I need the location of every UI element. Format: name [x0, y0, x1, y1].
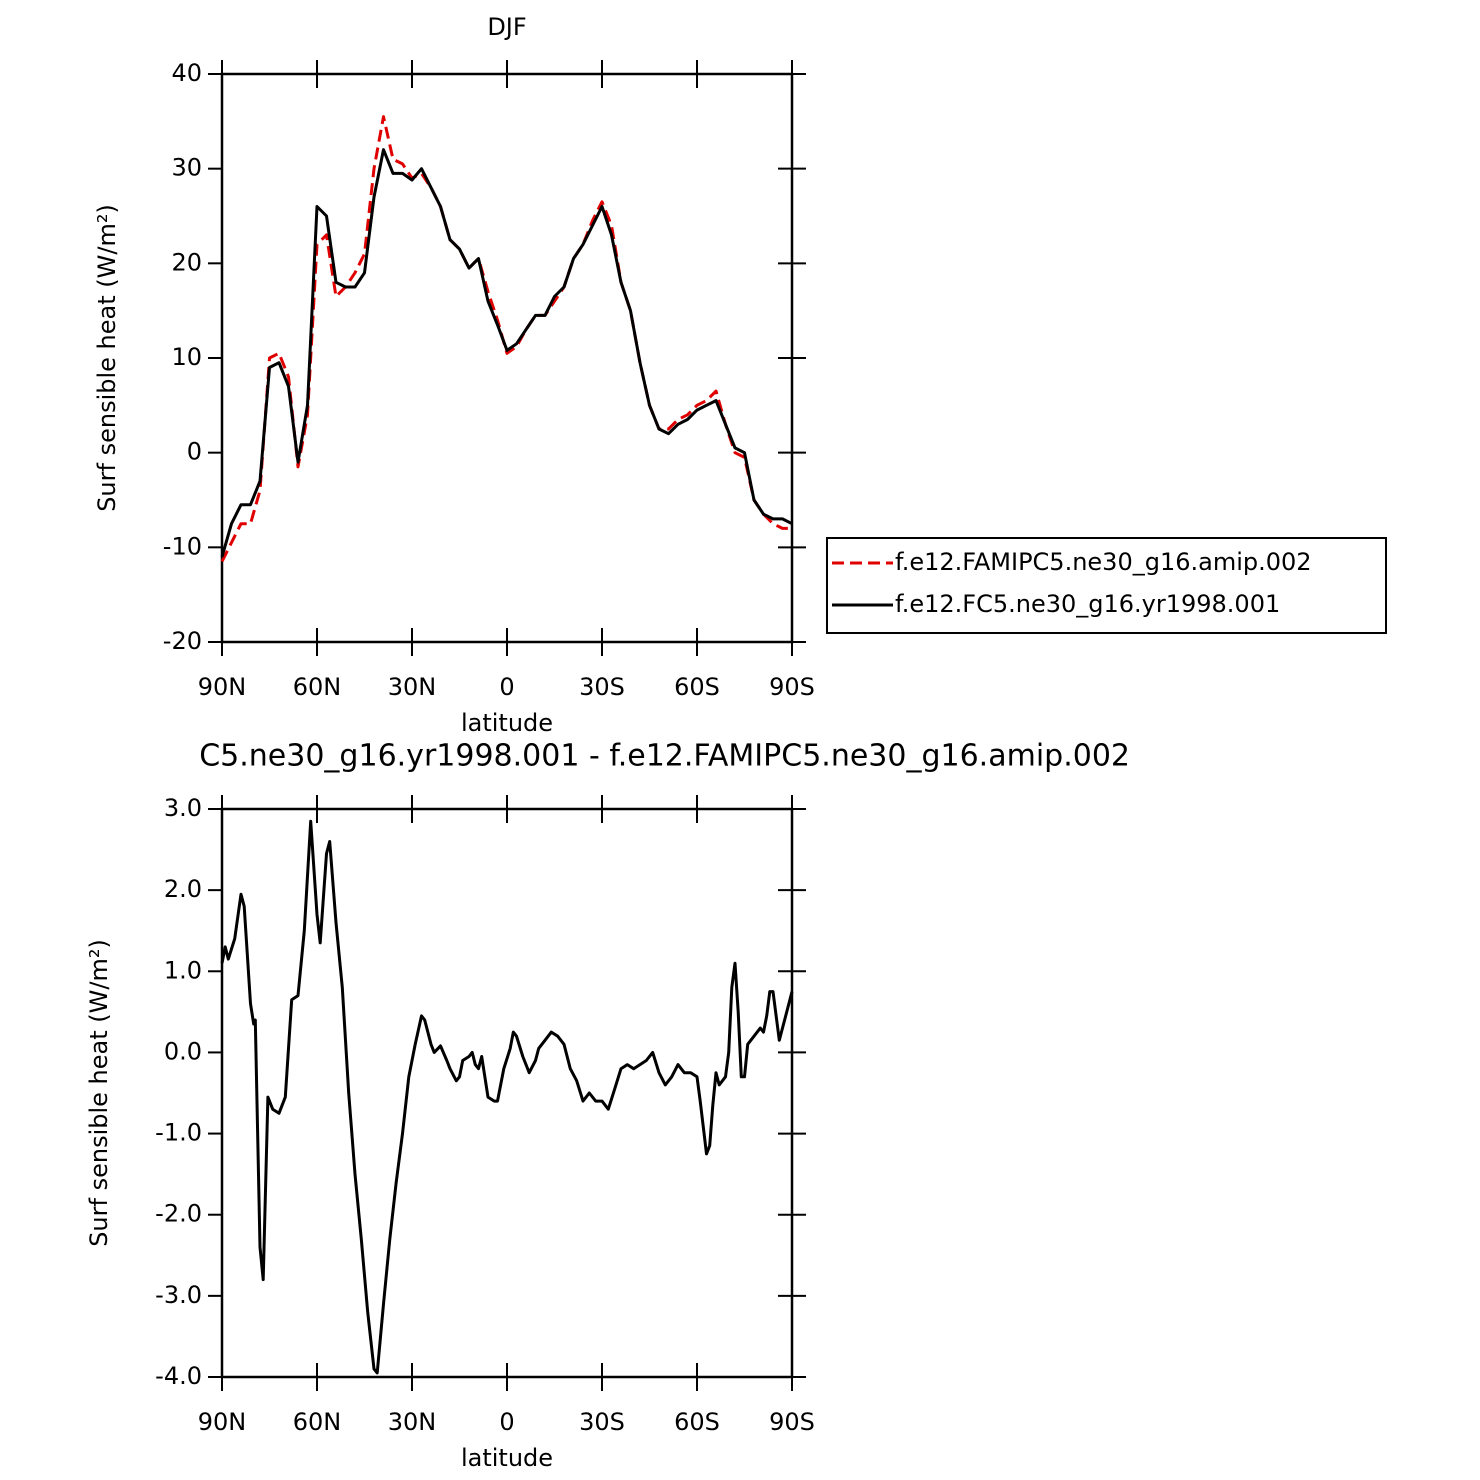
- data-line: [220, 148, 793, 558]
- y-tick-label: -1.0: [155, 1119, 202, 1147]
- y-axis-label: Surf sensible heat (W/m²): [93, 204, 121, 512]
- y-tick-label: -10: [163, 532, 202, 560]
- x-tick-label: 0: [499, 1408, 514, 1436]
- x-tick-label: 90N: [198, 1408, 247, 1436]
- y-tick-label: 30: [171, 154, 202, 182]
- x-tick-label: 90S: [769, 673, 815, 701]
- y-tick-label: 20: [171, 248, 202, 276]
- y-tick-label: -2.0: [155, 1200, 202, 1228]
- x-tick-label: 60S: [674, 673, 720, 701]
- y-tick-label: -20: [163, 627, 202, 655]
- y-tick-label: 0.0: [164, 1037, 202, 1065]
- x-tick-label: 60N: [293, 673, 342, 701]
- data-line: [220, 819, 794, 1375]
- x-tick-label: 90S: [769, 1408, 815, 1436]
- chart-title: DJF: [487, 13, 526, 41]
- y-tick-label: 3.0: [164, 794, 202, 822]
- y-tick-label: 40: [171, 59, 202, 87]
- y-tick-label: 10: [171, 343, 202, 371]
- plot-frame: [220, 72, 794, 644]
- x-tick-label: 30S: [579, 673, 625, 701]
- data-line: [220, 115, 792, 563]
- x-tick-label: 30N: [388, 673, 437, 701]
- y-tick-label: 0: [187, 438, 202, 466]
- legend-label: f.e12.FAMIPC5.ne30_g16.amip.002: [895, 548, 1312, 576]
- x-axis-label: latitude: [461, 709, 553, 737]
- legend-label: f.e12.FC5.ne30_g16.yr1998.001: [895, 590, 1280, 618]
- y-tick-label: -3.0: [155, 1281, 202, 1309]
- x-tick-label: 60N: [293, 1408, 342, 1436]
- y-tick-label: -4.0: [155, 1362, 202, 1390]
- x-tick-label: 0: [499, 673, 514, 701]
- x-tick-label: 30S: [579, 1408, 625, 1436]
- y-tick-label: 1.0: [164, 956, 202, 984]
- chart-title: C5.ne30_g16.yr1998.001 - f.e12.FAMIPC5.n…: [199, 739, 1130, 774]
- x-tick-label: 60S: [674, 1408, 720, 1436]
- y-tick-label: 2.0: [164, 875, 202, 903]
- x-tick-label: 30N: [388, 1408, 437, 1436]
- legend-box: [826, 537, 1387, 634]
- x-axis-label: latitude: [461, 1444, 553, 1472]
- y-axis-label: Surf sensible heat (W/m²): [85, 939, 113, 1247]
- x-tick-label: 90N: [198, 673, 247, 701]
